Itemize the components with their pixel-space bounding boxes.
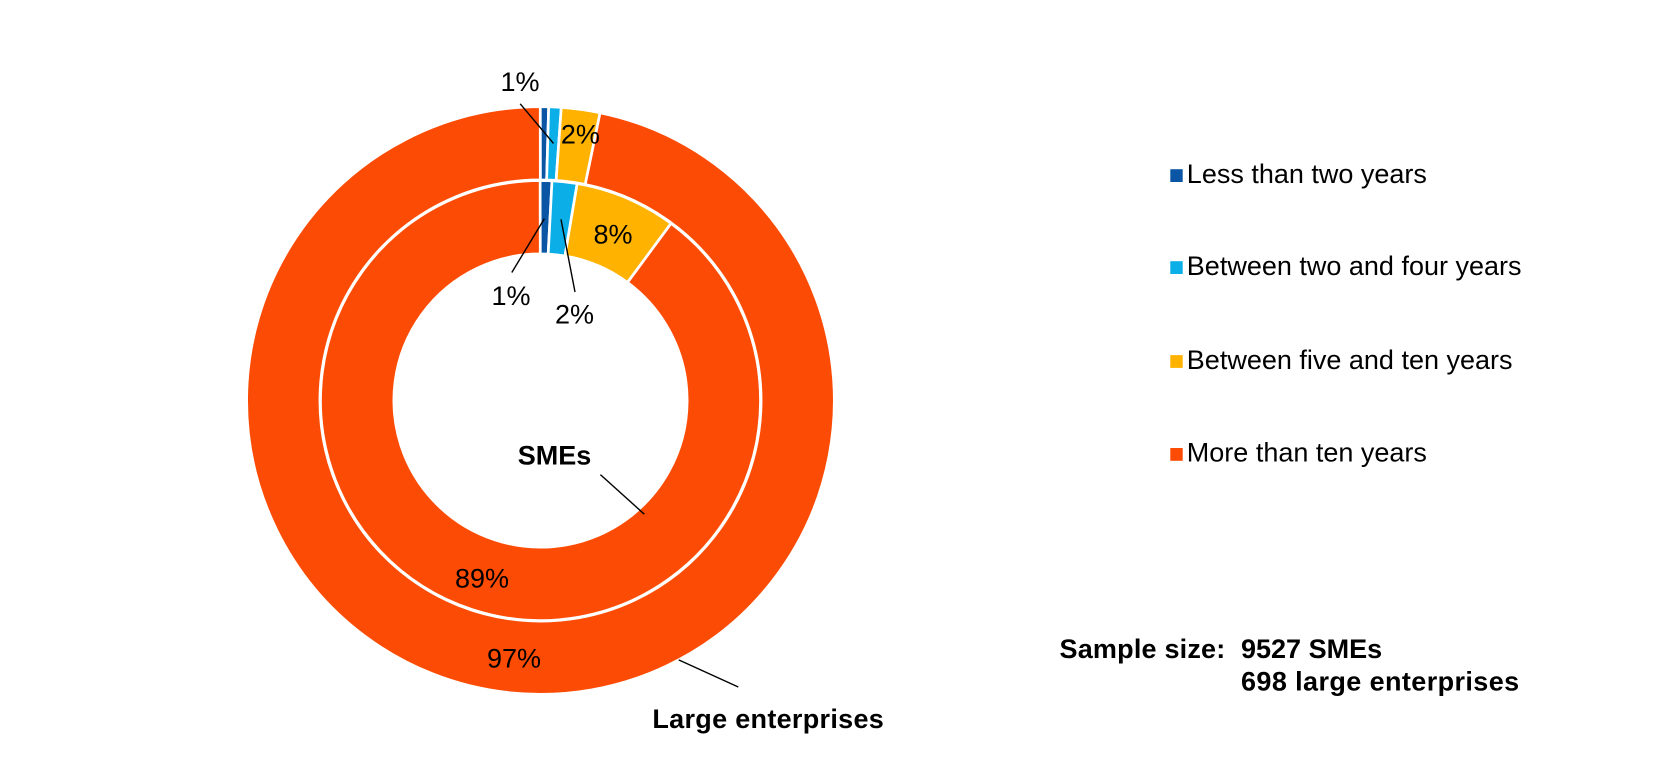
svg-text:1%: 1% [500,67,539,97]
svg-text:9527 SMEs: 9527 SMEs [1241,634,1382,664]
svg-text:Less than two years: Less than two years [1187,159,1427,189]
svg-text:698 large enterprises: 698 large enterprises [1241,667,1520,697]
svg-text:2%: 2% [561,119,600,149]
svg-text:1%: 1% [491,281,530,311]
svg-text:SMEs: SMEs [518,440,592,470]
svg-text:8%: 8% [593,220,632,250]
svg-text:Between two and four years: Between two and four years [1187,251,1522,281]
svg-text:2%: 2% [555,300,594,330]
svg-text:Between five and ten years: Between five and ten years [1187,345,1513,375]
svg-text:More than ten years: More than ten years [1187,438,1427,468]
svg-text:97%: 97% [487,644,541,674]
svg-text:89%: 89% [455,563,509,593]
svg-text:Sample size:: Sample size: [1060,634,1226,664]
svg-text:Large enterprises: Large enterprises [652,704,884,734]
